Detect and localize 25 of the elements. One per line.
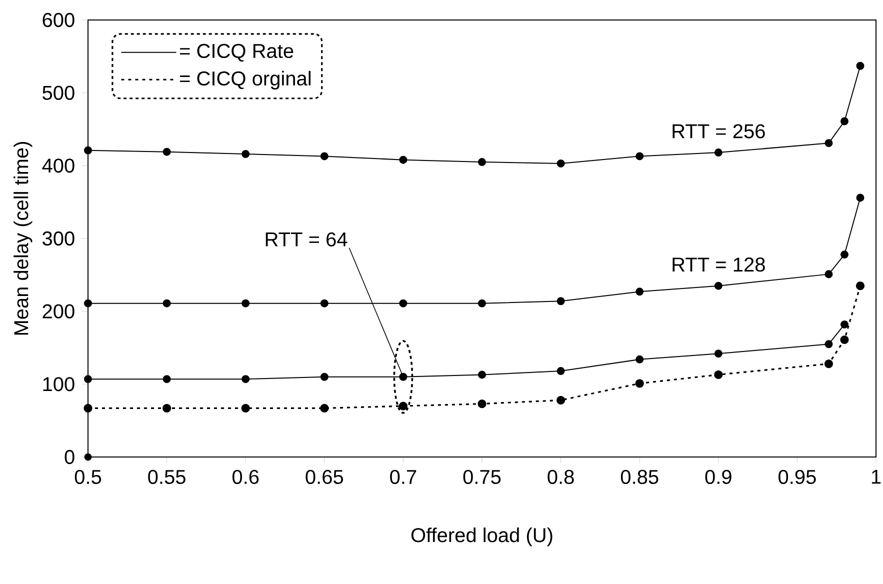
y-tick-label: 300: [42, 231, 74, 246]
x-tick-label: 0.95: [778, 470, 816, 484]
x-tick-label: 0.85: [620, 470, 658, 484]
legend-label: = CICQ Rate: [180, 44, 294, 62]
y-tick-label: 500: [42, 86, 74, 100]
x-tick-label: 0.7: [390, 470, 416, 484]
x-tick-label: 0.6: [232, 470, 259, 484]
x-tick-label: 1: [872, 470, 881, 484]
x-tick-label: 0.9: [705, 470, 732, 484]
y-tick-label: 400: [42, 158, 74, 173]
y-tick-label: 600: [42, 12, 74, 28]
x-tick-label: 0.75: [463, 470, 501, 484]
y-axis-title: Mean delay (cell time): [14, 142, 32, 335]
annotation: RTT = 256: [672, 124, 765, 138]
y-tick-label: 0: [64, 450, 74, 464]
x-tick-label: 0.8: [548, 470, 574, 484]
x-tick-label: 0.5: [74, 470, 102, 484]
x-tick-label: 0.65: [306, 470, 344, 484]
y-tick-label: 200: [42, 304, 74, 318]
y-tick-label: 100: [43, 377, 74, 392]
x-tick-label: 0.55: [148, 470, 186, 484]
x-axis-title: Offered load (U): [411, 528, 552, 546]
legend-label: = CICQ orginal: [180, 70, 311, 90]
annotation: RTT = 64: [266, 232, 348, 246]
annotation: RTT = 128: [672, 257, 765, 272]
